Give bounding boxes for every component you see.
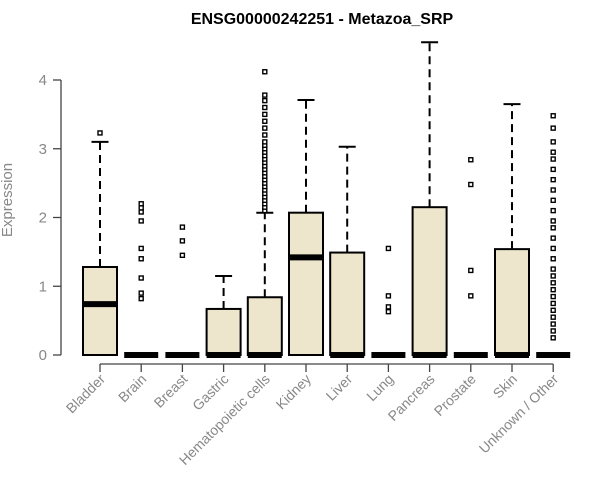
x-tick-label: Bladder bbox=[63, 371, 109, 417]
outlier-point bbox=[550, 139, 556, 145]
box-group-pancreas bbox=[411, 41, 448, 358]
box-iqr bbox=[329, 251, 366, 356]
outlier-point bbox=[550, 235, 556, 241]
outlier-point bbox=[550, 328, 556, 334]
x-tick-label: Liver bbox=[323, 371, 356, 404]
outlier-point bbox=[262, 104, 268, 111]
box-group-lung bbox=[371, 245, 406, 358]
box-group-breast bbox=[165, 224, 200, 358]
outlier-point bbox=[550, 280, 556, 286]
outlier-point bbox=[138, 218, 144, 224]
y-tick-label: 3 bbox=[39, 141, 47, 158]
outlier-point bbox=[385, 308, 392, 315]
outlier-point bbox=[179, 238, 186, 244]
outlier-point bbox=[138, 205, 144, 211]
outlier-point bbox=[385, 245, 392, 252]
outlier-point bbox=[550, 245, 556, 252]
x-tick-label: Prostate bbox=[431, 371, 479, 419]
x-tick-label: Lung bbox=[363, 371, 396, 404]
outlier-point bbox=[468, 181, 474, 188]
y-axis: 0 1 2 3 4 bbox=[39, 72, 62, 364]
y-tick-label: 0 bbox=[39, 347, 47, 364]
box-iqr bbox=[288, 211, 324, 356]
y-tick-label: 4 bbox=[39, 72, 47, 89]
outlier-point bbox=[138, 256, 144, 262]
chart-title: ENSG00000242251 - Metazoa_SRP bbox=[191, 11, 454, 28]
outlier-point bbox=[138, 295, 144, 302]
outlier-point bbox=[550, 176, 556, 183]
x-tick-label: Skin bbox=[490, 371, 521, 402]
outlier-point bbox=[262, 132, 268, 138]
box-iqr bbox=[494, 248, 530, 356]
box-group-liver bbox=[329, 145, 366, 358]
x-tick-label: Brain bbox=[115, 371, 149, 405]
outlier-point bbox=[138, 275, 144, 281]
outlier-point bbox=[550, 207, 556, 214]
box-group-bladder bbox=[82, 130, 118, 356]
outlier-point bbox=[262, 139, 268, 145]
x-tick-label: Kidney bbox=[273, 371, 315, 413]
outlier-point bbox=[262, 69, 268, 75]
y-tick-label: 2 bbox=[39, 210, 47, 227]
box-iqr bbox=[411, 206, 448, 356]
outlier-point bbox=[468, 157, 474, 163]
outlier-point bbox=[550, 335, 556, 341]
outlier-point bbox=[550, 113, 556, 119]
outlier-point bbox=[550, 149, 556, 155]
outlier-point bbox=[550, 218, 556, 224]
boxes-layer bbox=[82, 41, 571, 358]
outlier-point bbox=[550, 197, 556, 204]
outlier-point bbox=[550, 187, 556, 193]
outlier-point bbox=[179, 252, 186, 259]
outlier-point bbox=[468, 293, 474, 299]
box-group-gastric bbox=[205, 274, 242, 358]
outlier-point bbox=[550, 300, 556, 307]
box-iqr bbox=[82, 266, 118, 356]
x-tick-label: Breast bbox=[151, 371, 191, 411]
outlier-point bbox=[550, 225, 556, 231]
outlier-point bbox=[550, 321, 556, 327]
outlier-point bbox=[179, 224, 186, 230]
outlier-point bbox=[97, 130, 103, 136]
outlier-point bbox=[385, 304, 392, 310]
box-iqr bbox=[246, 296, 283, 356]
y-tick-label: 1 bbox=[39, 278, 47, 295]
box-group-hematopoietic-cells bbox=[246, 69, 283, 358]
outlier-point bbox=[262, 92, 268, 98]
y-axis-label: Expression bbox=[0, 163, 16, 237]
box-group-brain bbox=[124, 201, 159, 358]
outlier-point bbox=[385, 293, 392, 299]
box-group-kidney bbox=[288, 98, 324, 356]
outlier-point bbox=[550, 273, 556, 279]
outlier-point bbox=[262, 118, 268, 124]
outlier-point bbox=[138, 290, 144, 296]
outlier-point bbox=[550, 266, 556, 272]
outlier-point bbox=[138, 209, 144, 215]
outlier-point bbox=[550, 307, 556, 314]
x-axis bbox=[99, 363, 554, 372]
outlier-point bbox=[550, 256, 556, 262]
outlier-point bbox=[550, 166, 556, 173]
outlier-point bbox=[550, 156, 556, 162]
box-iqr bbox=[205, 307, 242, 356]
box-group-skin bbox=[494, 103, 530, 358]
outlier-point bbox=[550, 125, 556, 131]
box-group-unknown-other bbox=[536, 113, 571, 358]
outlier-point bbox=[262, 97, 268, 104]
outlier-point bbox=[550, 293, 556, 300]
outlier-point bbox=[550, 314, 556, 320]
outlier-point bbox=[262, 125, 268, 131]
box-group-prostate bbox=[453, 157, 488, 358]
outlier-point bbox=[138, 245, 144, 252]
outlier-point bbox=[468, 267, 474, 274]
outlier-point bbox=[262, 111, 268, 118]
outlier-point bbox=[138, 201, 144, 207]
outlier-point bbox=[550, 286, 556, 293]
